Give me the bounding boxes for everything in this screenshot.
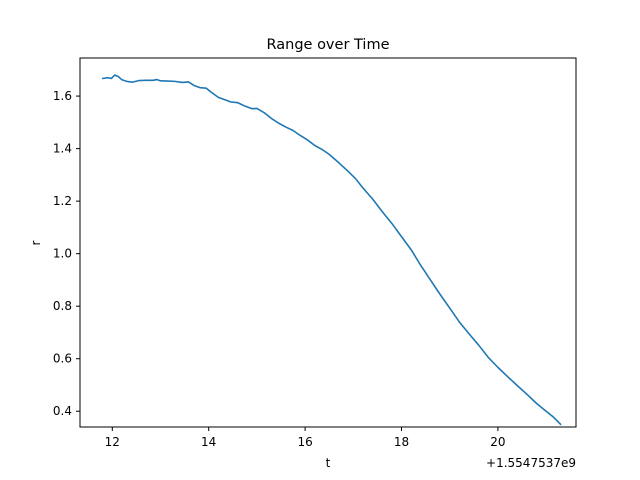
y-axis: 0.4 0.6 0.8 1.0 1.2 1.4 1.6 bbox=[53, 89, 80, 418]
range-series-line bbox=[101, 74, 562, 426]
axes-frame bbox=[79, 57, 577, 428]
x-tick-label: 18 bbox=[394, 435, 409, 449]
x-tick-label: 20 bbox=[490, 435, 505, 449]
x-axis-label: t bbox=[326, 456, 331, 470]
x-tick-label: 12 bbox=[105, 435, 120, 449]
x-offset-label: +1.5547537e9 bbox=[486, 456, 576, 470]
x-tick-label: 14 bbox=[201, 435, 216, 449]
x-axis: 12 14 16 18 20 bbox=[105, 427, 506, 449]
plot-area bbox=[101, 74, 562, 426]
y-axis-label: r bbox=[29, 240, 43, 245]
chart-title: Range over Time bbox=[267, 37, 390, 53]
x-tick-label: 16 bbox=[297, 435, 312, 449]
y-tick-label: 0.4 bbox=[53, 404, 72, 418]
y-tick-label: 1.4 bbox=[53, 142, 72, 156]
y-tick-label: 1.0 bbox=[53, 247, 72, 261]
y-tick-label: 0.6 bbox=[53, 352, 72, 366]
y-tick-label: 1.2 bbox=[53, 194, 72, 208]
y-tick-label: 1.6 bbox=[53, 89, 72, 103]
y-tick-label: 0.8 bbox=[53, 299, 72, 313]
